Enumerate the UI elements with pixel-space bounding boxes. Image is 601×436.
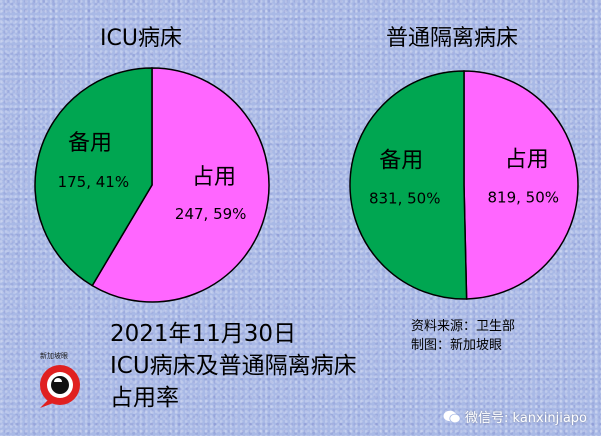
isolation-label-spare-name: 备用 bbox=[379, 149, 423, 174]
icu-label-spare-name: 备用 bbox=[68, 131, 112, 156]
logo-text: 新加坡眼 bbox=[40, 352, 68, 360]
wechat-watermark: 微信号: kanxinjiapo bbox=[443, 407, 587, 426]
icu-label-spare-value: 175, 41% bbox=[58, 173, 130, 191]
wechat-id: 微信号: kanxinjiapo bbox=[465, 411, 587, 426]
isolation-label-occupied-value: 819, 50% bbox=[488, 188, 560, 206]
isolation-slice-spare bbox=[349, 70, 468, 300]
isolation-pie-title: 普通隔离病床 bbox=[386, 26, 519, 51]
caption-title: ICU病床及普通隔离病床 bbox=[110, 353, 357, 379]
caption-date: 2021年11月30日 bbox=[110, 321, 297, 347]
isolation-label-spare-value: 831, 50% bbox=[369, 190, 441, 208]
icu-slice-spare bbox=[34, 67, 153, 287]
icu-label-occupied-value: 247, 59% bbox=[175, 205, 247, 223]
icu-label-occupied-name: 占用 bbox=[192, 165, 236, 190]
caption-subtitle: 占用率 bbox=[110, 385, 179, 411]
icu-pie-title: ICU病床 bbox=[100, 26, 182, 51]
logo-icon bbox=[40, 365, 80, 408]
source-credit: 资料来源：卫生部 bbox=[411, 319, 516, 334]
isolation-slice-occupied bbox=[463, 70, 579, 300]
isolation-label-occupied-name: 占用 bbox=[505, 147, 549, 172]
chart-credit: 制图：新加坡眼 bbox=[411, 338, 503, 353]
wechat-icon bbox=[443, 410, 461, 423]
icu-slice-occupied bbox=[91, 67, 270, 303]
